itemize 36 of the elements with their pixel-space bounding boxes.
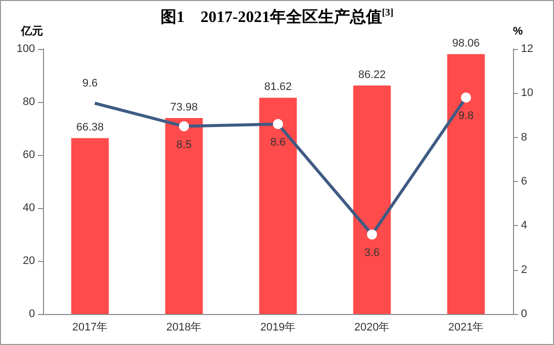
data-label: 66.38 xyxy=(76,122,104,134)
y2-tick-label: 10 xyxy=(521,87,534,100)
y2-tick-label: 8 xyxy=(521,131,528,144)
y-tick-label: 0 xyxy=(28,308,35,320)
data-label: 8.6 xyxy=(270,136,286,149)
data-label: 8.5 xyxy=(176,138,192,151)
y-tick-label: 20 xyxy=(22,255,35,267)
x-tick-label: 2020年 xyxy=(354,322,390,334)
y2-tick-label: 2 xyxy=(521,264,528,276)
data-label: 86.22 xyxy=(358,69,386,82)
data-label: 9.6 xyxy=(82,78,98,90)
data-label: 81.62 xyxy=(264,81,292,94)
data-label: 73.98 xyxy=(170,101,198,114)
x-tick-label: 2019年 xyxy=(260,322,296,334)
x-tick-label: 2018年 xyxy=(166,322,202,334)
y-tick-label: 100 xyxy=(16,43,35,55)
chart-title: 图1 2017-2021年全区生产总值$^{[3]}$ xyxy=(160,8,394,26)
y2-tick-label: 6 xyxy=(521,176,528,188)
bar xyxy=(353,86,391,314)
data-label: 3.6 xyxy=(364,247,380,259)
x-tick-label: 2017年 xyxy=(72,322,108,334)
y2-tick-label: 4 xyxy=(521,220,528,232)
data-label: 9.8 xyxy=(458,110,474,122)
y-tick-label: 80 xyxy=(22,96,35,108)
y2-axis-title: % xyxy=(513,26,523,38)
bar xyxy=(259,98,297,314)
bar xyxy=(71,138,109,314)
x-tick-label: 2021年 xyxy=(448,322,484,334)
data-label: 98.06 xyxy=(452,38,480,50)
y2-tick-label: 0 xyxy=(521,308,528,320)
y-tick-label: 60 xyxy=(22,149,35,161)
y-tick-label: 40 xyxy=(22,202,35,214)
y2-tick-label: 12 xyxy=(521,43,534,55)
y-axis-title: 亿元 xyxy=(20,26,43,38)
bar xyxy=(165,118,203,314)
bar xyxy=(447,54,485,314)
